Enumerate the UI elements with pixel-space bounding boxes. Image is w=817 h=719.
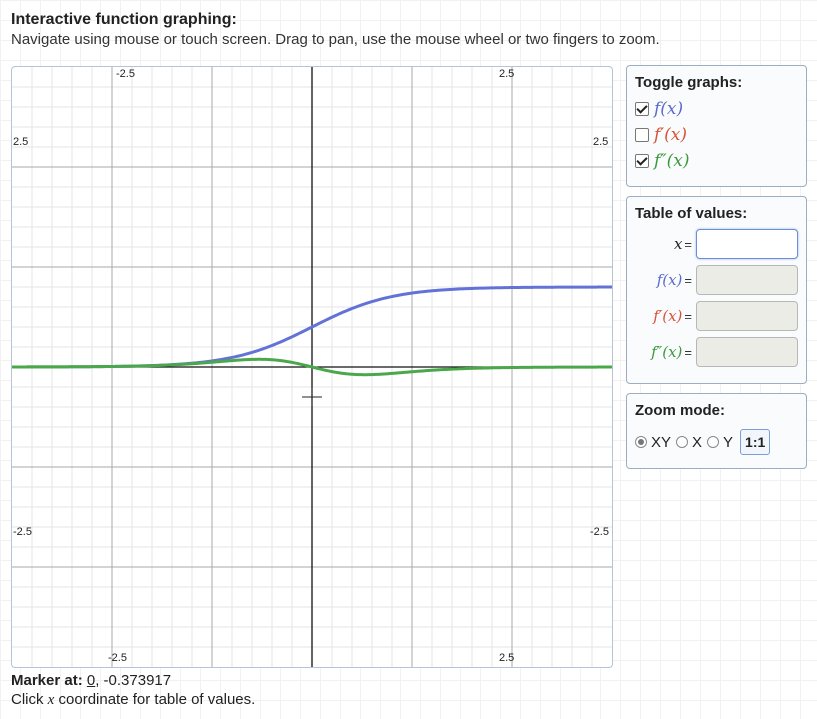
hint-text-start: Click [11,691,48,708]
tick-top-neg: -2.5 [116,68,135,80]
zoom-options: XY X Y 1:1 [635,429,798,455]
zoom-one-to-one-button[interactable]: 1:1 [740,429,771,455]
label-fp: f′(x) [654,125,688,145]
x-label: x = [673,235,692,253]
marker-label: Marker at: [11,672,83,689]
page-title: Interactive function graphing: [11,11,237,28]
toggle-fpp[interactable]: f″(x) [635,149,798,173]
hint-text-end: coordinate for table of values. [54,691,256,708]
checkbox-fp[interactable] [635,128,649,142]
hint-line: Click x coordinate for table of values. [11,690,255,710]
zoom-mode-panel: Zoom mode: XY X Y 1:1 [626,393,807,469]
fpp-value-field [696,337,798,367]
radio-xy[interactable] [635,436,647,448]
marker-info: Marker at: 0, -0.373917 Click x coordina… [11,671,255,710]
marker-line: Marker at: 0, -0.373917 [11,671,255,690]
hint-var: x [47,692,55,708]
tick-labels: -2.5 2.5 2.5 2.5 -2.5 -2.5 -2.5 2.5 [13,68,609,664]
tick-bottom-pos: 2.5 [499,652,514,664]
curves [12,285,612,377]
marker [302,387,322,407]
page-header: Interactive function graphing: Navigate … [11,10,660,49]
toggle-f[interactable]: f(x) [635,97,798,121]
x-input[interactable] [696,229,798,259]
zoom-y-label: Y [723,433,734,451]
table-of-values-panel: Table of values: x = f(x) = f′(x) = f″(x) = [626,196,807,384]
radio-y[interactable] [707,436,720,448]
toggle-graphs-title: Toggle graphs: [635,74,743,91]
checkbox-fpp[interactable] [635,154,649,168]
tick-right-neg: -2.5 [590,526,609,538]
graph-canvas[interactable]: -2.5 2.5 2.5 2.5 -2.5 -2.5 -2.5 2.5 [11,66,613,668]
zoom-mode-title: Zoom mode: [635,402,725,419]
curve-fpp [12,357,612,377]
zoom-x-label: X [692,433,703,451]
tick-top-pos: 2.5 [499,68,514,80]
fp-value-field [696,301,798,331]
tick-bottom-neg: -2.5 [108,652,127,664]
fpp-label: f″(x) = [651,343,692,361]
graph-svg[interactable]: -2.5 2.5 2.5 2.5 -2.5 -2.5 -2.5 2.5 [12,67,612,667]
f-value-field [696,265,798,295]
zoom-xy-label: XY [651,433,672,451]
label-f: f(x) [654,99,684,119]
row-fpp: f″(x) = [635,334,798,370]
row-x: x = [635,226,798,262]
zoom-option-xy[interactable]: XY [635,434,671,451]
page-subtitle: Navigate using mouse or touch screen. Dr… [11,31,660,48]
f-label: f(x) = [656,271,692,289]
tick-right-pos: 2.5 [593,136,608,148]
tick-left-pos: 2.5 [13,136,28,148]
row-f: f(x) = [635,262,798,298]
radio-x[interactable] [676,436,689,448]
tick-left-neg: -2.5 [13,526,32,538]
zoom-option-x[interactable]: X [676,434,702,451]
label-fpp: f″(x) [654,151,690,171]
zoom-option-y[interactable]: Y [707,434,733,451]
table-of-values-title: Table of values: [635,205,748,222]
fp-label: f′(x) = [653,307,692,325]
row-fp: f′(x) = [635,298,798,334]
marker-x-link[interactable]: 0 [86,672,96,689]
checkbox-f[interactable] [635,102,649,116]
toggle-fp[interactable]: f′(x) [635,123,798,147]
toggle-graphs-panel: Toggle graphs: f(x) f′(x) f″(x) [626,65,807,187]
marker-y-value: , -0.373917 [95,672,172,689]
